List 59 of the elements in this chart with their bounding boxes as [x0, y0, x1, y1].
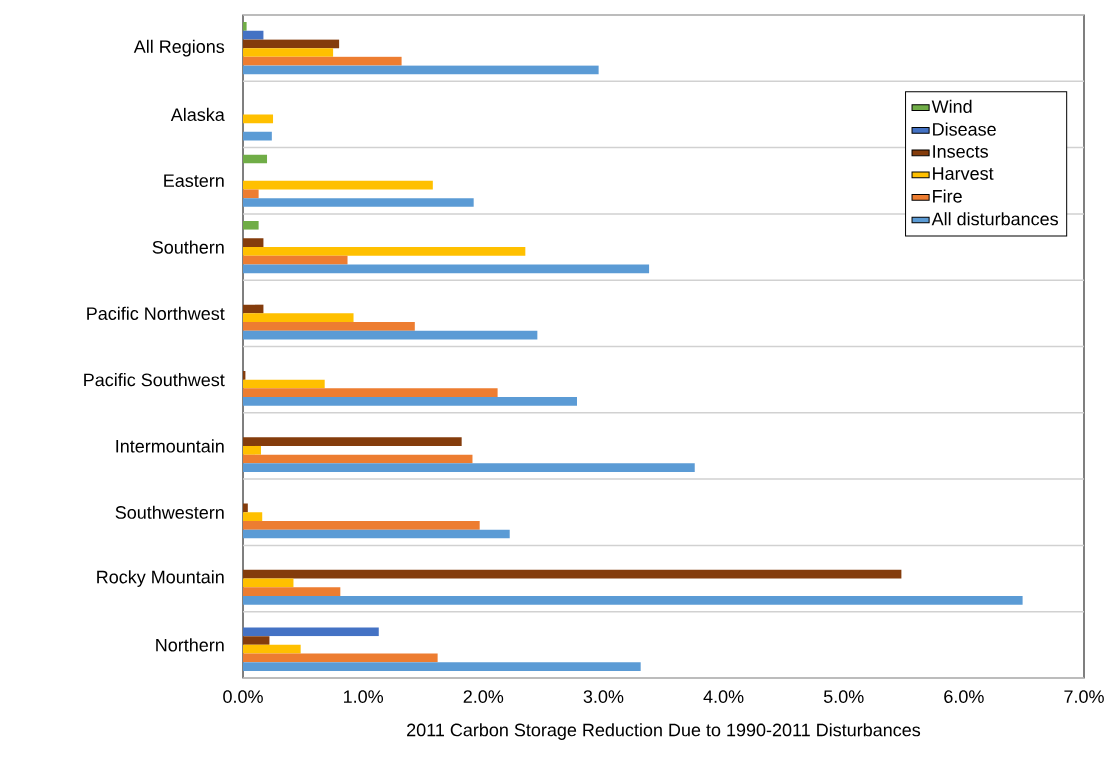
y-tick-label: Southern [152, 240, 224, 254]
x-tick-label: 7.0% [1064, 690, 1104, 703]
bar [243, 238, 264, 248]
bar [243, 653, 438, 663]
bar [243, 529, 510, 539]
bar [243, 463, 695, 473]
bar [243, 595, 1023, 605]
bar [243, 512, 263, 521]
bar [243, 644, 301, 654]
bar [243, 65, 599, 75]
x-tick-label: 4.0% [703, 690, 744, 703]
y-tick-label: Northern [156, 638, 224, 652]
bar [243, 437, 462, 446]
bar [243, 587, 341, 596]
bar [243, 247, 526, 256]
legend-label: Harvest [933, 167, 994, 180]
bar [243, 445, 262, 455]
bar [243, 264, 650, 274]
x-tick-label: 5.0% [823, 690, 864, 703]
y-tick-label: Rocky Mountain [97, 570, 224, 587]
bar [243, 627, 379, 637]
x-axis-title: 2011 Carbon Storage Reduction Due to 1990-2011 Disturbances [407, 723, 921, 740]
bar [243, 39, 340, 49]
bar [243, 180, 433, 190]
x-tick-label: 0.0% [223, 690, 263, 703]
bar [243, 388, 498, 398]
y-tick-label: All Regions [133, 39, 225, 57]
legend-label: Insects [933, 145, 988, 158]
bar [243, 322, 415, 331]
legend-label: Fire [933, 189, 962, 203]
bar [243, 636, 270, 645]
bar [243, 454, 473, 464]
y-tick-label: Pacific Northwest [87, 306, 225, 320]
y-tick-label: Pacific Southwest [84, 373, 225, 387]
bar [243, 520, 480, 530]
bar [243, 114, 274, 124]
bar [243, 48, 334, 57]
bar [243, 189, 259, 199]
x-tick-label: 2.0% [463, 690, 504, 703]
bar [243, 198, 474, 207]
x-tick-label: 6.0% [944, 690, 984, 703]
bar [243, 662, 641, 671]
legend-label: Disease [933, 122, 996, 136]
legend-label: All disturbances [931, 212, 1058, 226]
bar [243, 313, 354, 323]
y-tick-label: Southwestern [115, 505, 224, 519]
legend-label: Wind [931, 99, 972, 113]
bar [243, 56, 402, 66]
bar [243, 255, 348, 265]
bar [243, 397, 577, 406]
x-tick-label: 3.0% [583, 690, 624, 703]
x-tick-label: 1.0% [344, 690, 384, 703]
bar [243, 379, 325, 389]
bar [243, 569, 902, 579]
bar [243, 131, 272, 141]
y-tick-label: Alaska [170, 107, 225, 122]
bar [243, 330, 538, 340]
y-tick-label: Eastern [164, 174, 224, 188]
y-tick-label: Intermountain [116, 439, 224, 453]
